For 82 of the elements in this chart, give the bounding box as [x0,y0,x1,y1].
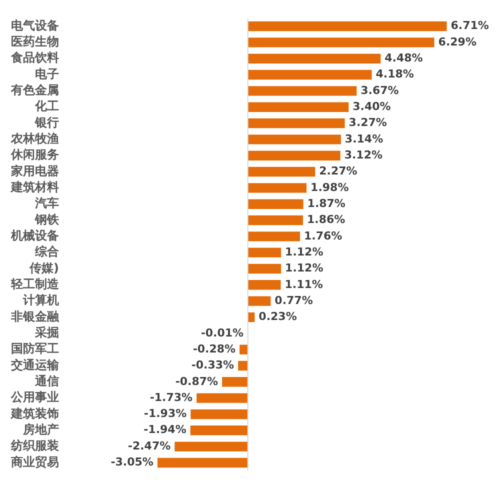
data-label: 6.71% [450,19,489,32]
data-label: 1.12% [285,245,324,258]
data-label: -0.33% [191,358,234,372]
bar [248,54,381,64]
y-tick-label: 家用电器 [10,164,59,178]
y-tick-label: 农林牧渔 [10,132,59,146]
data-label: 3.67% [360,84,399,97]
y-tick-label: 建筑材料 [10,180,59,194]
y-tick-label: 建筑装饰 [10,406,59,420]
bar [157,458,248,468]
bar [248,38,434,48]
y-tick-label: 非银金融 [10,309,60,324]
bar [248,86,357,96]
y-tick-label: 银行 [34,115,59,130]
data-label: -3.05% [110,456,154,469]
y-tick-label: 纺织服装 [10,438,60,453]
y-tick-label: 采掘 [34,326,59,340]
y-tick-label: 汽车 [34,196,59,210]
bar [190,426,248,436]
data-label: 1.12% [285,262,324,275]
bar [248,215,303,226]
data-label: 2.27% [319,164,358,178]
data-label: 3.12% [344,148,383,162]
bar [248,166,316,177]
y-tick-label: 轻工制造 [10,277,60,292]
y-tick-label: 休闲服务 [10,148,59,162]
y-tick-label: 房地产 [22,422,59,437]
bar [240,344,248,354]
bar [248,248,282,258]
bar [248,280,281,290]
bar [190,409,248,420]
bar [248,102,349,112]
data-label: 4.18% [376,68,414,81]
data-label: 3.40% [352,100,391,113]
bar [248,134,341,144]
y-tick-label: 电气设备 [11,18,59,32]
data-label: 1.98% [310,180,349,194]
data-label: 0.23% [258,310,297,324]
data-label: 0.77% [274,294,313,307]
y-tick-label: 钢铁 [34,212,60,226]
data-label: 4.48% [384,51,423,64]
bar [248,118,345,128]
bar [248,296,271,306]
bar [174,442,248,452]
y-tick-label: 传媒) [28,260,59,275]
y-tick-label: 交通运输 [10,358,60,372]
y-tick-label: 综合 [34,244,60,259]
data-label: 3.27% [348,116,387,130]
y-tick-label: 化工 [34,99,59,114]
bar [248,183,307,193]
data-label: 1.87% [307,196,346,210]
data-label: -0.87% [175,374,218,388]
y-tick-label: 机械设备 [10,228,59,243]
data-label: -0.01% [200,326,244,340]
y-tick-label: 公用事业 [10,390,59,404]
data-label: 1.86% [306,213,346,226]
bar [248,150,340,160]
y-tick-label: 商业贸易 [10,454,59,469]
y-tick-label: 电子 [35,66,59,81]
bar [222,377,248,387]
bar [196,393,248,403]
y-tick-label: 有色金属 [10,83,59,98]
bar [248,199,304,209]
data-label: 1.76% [304,229,342,242]
y-tick-label: 医药生物 [11,34,59,49]
y-tick-label: 食品饮料 [10,50,59,65]
data-label: 1.11% [284,278,323,291]
bar [248,70,372,80]
bar [248,21,447,32]
bar [248,232,300,242]
data-label: -1.73% [150,390,193,404]
data-label: -1.93% [144,407,187,420]
bar [238,360,248,371]
data-label: -0.28% [192,342,236,356]
data-label: -2.47% [128,439,171,452]
data-label: 6.29% [438,35,476,48]
data-label: 3.14% [344,132,384,146]
data-label: -1.94% [144,423,186,436]
y-tick-label: 国防军工 [11,342,59,356]
y-tick-label: 计算机 [22,293,59,308]
bar [248,264,282,274]
y-tick-label: 通信 [34,374,59,388]
